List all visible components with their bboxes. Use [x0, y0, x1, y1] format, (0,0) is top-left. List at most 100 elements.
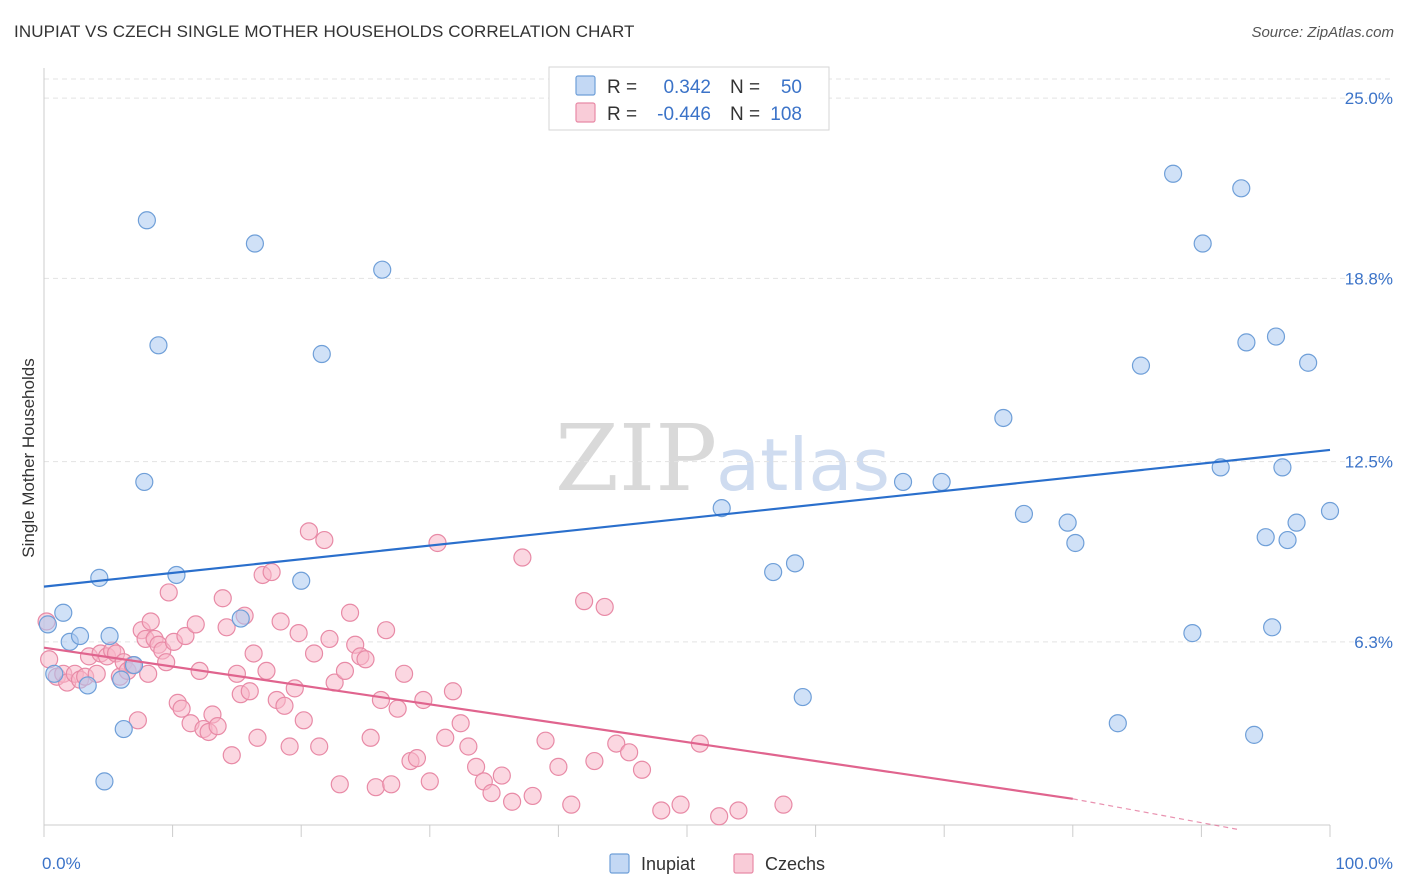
czech-point — [513, 548, 532, 567]
czech-point — [315, 530, 334, 550]
inupiat-point — [112, 670, 131, 689]
inupiat-point — [1164, 164, 1183, 183]
czech-trend-line — [43, 646, 1073, 800]
czech-point — [420, 772, 439, 791]
inupiat-point — [793, 687, 812, 707]
inupiat-point — [1232, 179, 1251, 198]
bottom-legend: Inupiat Czechs — [609, 853, 825, 874]
czech-point — [436, 728, 455, 747]
czech-point — [222, 746, 241, 765]
bottom-legend-swatch-czechs — [733, 853, 754, 874]
czech-point — [459, 737, 478, 756]
czech-point — [335, 661, 355, 681]
czech-point — [536, 731, 555, 750]
czech-point — [310, 737, 329, 756]
y-tick-label: 12.5% — [1345, 453, 1393, 472]
inupiat-point — [312, 344, 331, 364]
watermark: ZIP atlas — [555, 405, 890, 512]
inupiat-point — [1278, 530, 1297, 550]
inupiat-point — [135, 472, 154, 492]
czech-point — [299, 522, 319, 541]
czech-point — [366, 778, 385, 797]
y-tick-label: 18.8% — [1345, 269, 1393, 288]
czech-point — [710, 807, 729, 826]
inupiat-points — [38, 164, 1340, 791]
inupiat-point — [45, 664, 64, 683]
legend-n-value-czechs: 108 — [770, 104, 802, 125]
czech-point — [451, 714, 470, 733]
inupiat-point — [292, 571, 311, 590]
czech-point — [620, 743, 639, 762]
czech-point — [407, 749, 427, 768]
inupiat-point — [1131, 356, 1151, 375]
czech-trend-line-extension — [1072, 798, 1241, 831]
inupiat-point — [785, 554, 805, 573]
czech-point — [248, 728, 267, 747]
inupiat-point — [38, 615, 57, 634]
czech-point — [482, 783, 501, 803]
czech-point — [213, 589, 232, 608]
inupiat-point — [54, 603, 73, 622]
inupiat-point — [1263, 618, 1282, 637]
czech-point — [176, 626, 195, 646]
czech-point — [671, 795, 690, 814]
czech-point — [157, 653, 176, 672]
czech-point — [729, 801, 748, 820]
czech-point — [340, 603, 360, 622]
inupiat-point — [1273, 458, 1292, 477]
legend-swatch-czechs — [575, 102, 596, 123]
czech-point — [371, 690, 391, 710]
legend-r-value-inupiat: 0.342 — [663, 77, 711, 98]
czech-point — [208, 717, 227, 736]
czech-point — [632, 760, 652, 779]
czech-point — [443, 682, 463, 701]
inupiat-point — [1058, 513, 1077, 532]
czech-point — [356, 650, 375, 669]
czech-point — [585, 751, 604, 771]
czech-point — [271, 612, 290, 631]
inupiat-point — [1266, 327, 1286, 346]
czech-point — [244, 644, 263, 663]
inupiat-point — [1108, 714, 1127, 733]
y-tick-label: 6.3% — [1354, 633, 1393, 652]
czech-point — [394, 664, 414, 683]
czech-point — [562, 795, 581, 814]
inupiat-point — [78, 676, 97, 695]
inupiat-point — [1014, 504, 1034, 524]
watermark-zip: ZIP — [555, 405, 717, 512]
x-tick-label: 0.0% — [42, 854, 81, 873]
watermark-atlas: atlas — [716, 423, 890, 507]
czech-point — [128, 711, 147, 730]
legend-swatch-inupiat — [575, 75, 596, 96]
czech-point — [388, 699, 407, 718]
y-tick-label: 25.0% — [1345, 89, 1393, 108]
inupiat-point — [764, 562, 783, 582]
inupiat-point — [712, 499, 731, 518]
trend-lines — [43, 448, 1331, 831]
chart-title: INUPIAT VS CZECH SINGLE MOTHER HOUSEHOLD… — [14, 22, 635, 41]
inupiat-point — [1287, 513, 1306, 532]
czech-point — [607, 734, 626, 753]
czech-point — [549, 757, 568, 776]
inupiat-point — [137, 211, 156, 230]
inupiat-point — [149, 336, 168, 355]
czech-point — [280, 737, 299, 756]
czech-point — [575, 592, 594, 611]
inupiat-point — [1211, 458, 1230, 477]
inupiat-point — [245, 234, 265, 253]
inupiat-point — [231, 609, 250, 628]
inupiat-point — [1320, 501, 1340, 521]
czech-point — [382, 775, 401, 794]
czech-point — [285, 679, 304, 698]
czech-point — [159, 583, 178, 602]
czech-point — [172, 699, 191, 718]
czech-point — [275, 696, 294, 715]
czech-point — [289, 624, 308, 643]
legend-n-value-inupiat: 50 — [781, 77, 802, 98]
czech-point — [186, 615, 205, 634]
inupiat-point — [932, 472, 951, 492]
legend-n-label-czechs: N = — [730, 104, 760, 125]
czech-point — [595, 597, 614, 617]
inupiat-point — [1245, 725, 1264, 744]
czech-point — [257, 661, 276, 681]
